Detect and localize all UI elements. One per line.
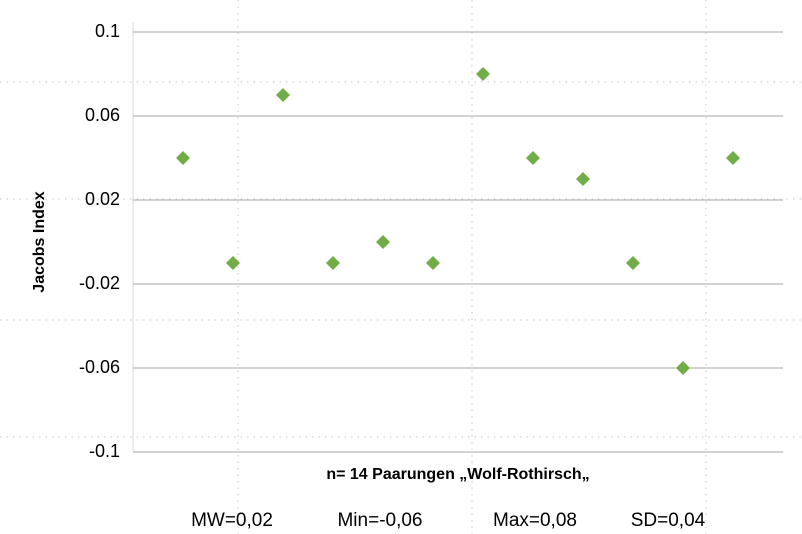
stat-label: Min=-0,06: [337, 510, 422, 531]
point: [476, 67, 490, 81]
stat-label: Max=0,08: [493, 510, 577, 531]
y-tick-label: -0.1: [89, 441, 120, 461]
y-tick-label: -0.06: [79, 357, 120, 377]
point: [326, 256, 340, 270]
y-tick-label: -0.02: [79, 273, 120, 293]
point: [676, 361, 690, 375]
stat-label: MW=0,02: [191, 510, 273, 531]
point: [576, 172, 590, 186]
point: [726, 151, 740, 165]
point: [226, 256, 240, 270]
stat-label: SD=0,04: [631, 510, 706, 531]
point: [426, 256, 440, 270]
y-tick-label: 0.02: [85, 189, 120, 209]
point: [276, 88, 290, 102]
y-tick-label: 0.1: [95, 21, 120, 41]
y-tick-label: 0.06: [85, 105, 120, 125]
point: [376, 235, 390, 249]
point: [626, 256, 640, 270]
point: [526, 151, 540, 165]
y-axis-label: Jacobs Index: [31, 191, 48, 292]
x-axis-label: n= 14 Paarungen „Wolf-Rothirsch„: [326, 466, 589, 483]
point: [176, 151, 190, 165]
